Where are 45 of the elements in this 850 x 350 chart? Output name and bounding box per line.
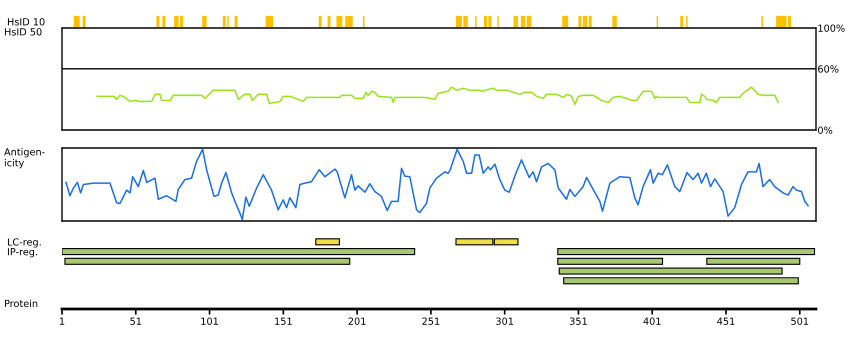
bar (514, 16, 518, 28)
bar (202, 16, 207, 28)
line-series (96, 86, 779, 106)
y-axis-title: Antigen- icity (4, 148, 45, 168)
bar (266, 16, 273, 28)
bar (62, 248, 416, 256)
bar (582, 16, 588, 28)
x-tick-label: 251 (422, 318, 440, 325)
x-tick-label: 451 (717, 318, 734, 325)
y-tick-label: 100% (818, 24, 845, 32)
bar (558, 267, 783, 275)
bar (328, 16, 331, 28)
y-tick-label: IP-reg. (8, 248, 37, 258)
bar (557, 248, 816, 256)
bar (488, 16, 492, 28)
y-tick-label: 0% (818, 126, 832, 134)
x-tick-label: 51 (130, 318, 142, 325)
bar (562, 16, 568, 28)
y-tick-label: HsID 10 (8, 18, 45, 26)
x-axis-title: Protein (4, 300, 38, 308)
bar (563, 277, 799, 284)
bar (318, 16, 322, 28)
x-tick-label: 1 (60, 318, 64, 325)
bar (557, 258, 664, 265)
x-tick-label: 351 (570, 318, 587, 325)
bar (336, 16, 342, 28)
x-tick-label: 401 (643, 318, 661, 325)
x-tick-label: 501 (791, 318, 808, 325)
bar (222, 16, 226, 28)
x-tick-label: 101 (201, 318, 218, 325)
bar (82, 16, 86, 28)
y-axis-title: HsID 50 (4, 28, 42, 36)
y-tick-label: LC-reg. (8, 238, 41, 248)
x-tick-label: 201 (348, 318, 366, 325)
x-tick-label: 301 (496, 318, 514, 325)
x-tick-label: 151 (275, 318, 292, 325)
bar (74, 16, 80, 28)
bar (162, 16, 166, 28)
bar (64, 258, 350, 265)
bar (234, 16, 238, 28)
bar (612, 16, 617, 28)
bar (345, 16, 353, 28)
bar (174, 16, 179, 28)
y-tick-label: 60% (818, 65, 838, 73)
bar (156, 16, 160, 28)
